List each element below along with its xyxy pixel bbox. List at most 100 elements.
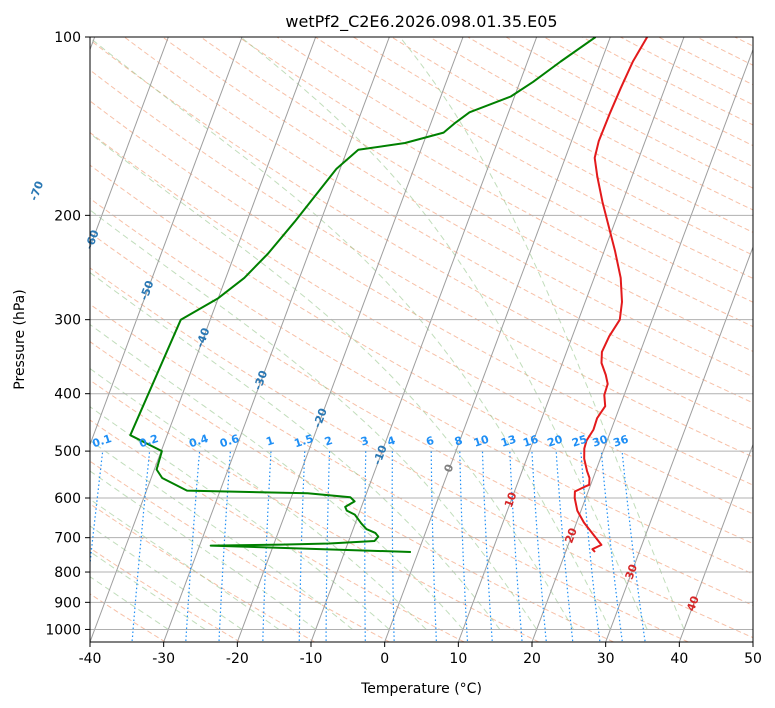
- mixing-ratio-line: [218, 451, 231, 642]
- y-tick-label: 200: [54, 208, 81, 224]
- mixing-ratio-label: 30: [591, 433, 610, 450]
- isotherm-line: [605, 245, 753, 642]
- adiabat-label: 20: [562, 526, 580, 545]
- moist-adiabat-line: [90, 576, 169, 630]
- mixing-ratio-label: 8: [453, 434, 464, 449]
- dry-adiabat-line: [90, 164, 753, 545]
- mixing-ratio-line: [262, 451, 272, 642]
- profile-series: [129, 37, 649, 553]
- moist-adiabat-line: [90, 439, 353, 630]
- mixing-ratio-line: [430, 451, 438, 642]
- mixing-ratio-line: [364, 451, 367, 642]
- adiabat-label: 30: [623, 562, 641, 581]
- y-tick-label: 800: [54, 565, 81, 581]
- isotherm-line: [90, 37, 169, 249]
- isotherm-line: [310, 37, 538, 642]
- x-tick-label: -30: [152, 651, 175, 667]
- isotherm-line: [90, 37, 317, 642]
- dry-adiabat-line: [90, 100, 753, 486]
- mixing-ratio-label: 0.2: [138, 432, 161, 450]
- x-tick-label: -10: [300, 651, 323, 667]
- moist-adiabat-line: [90, 323, 464, 630]
- y-tick-label: 700: [54, 531, 81, 547]
- y-tick-label: 300: [54, 313, 81, 329]
- mixing-ratio-line: [555, 451, 574, 642]
- mixing-ratio-line: [391, 451, 395, 642]
- dry-adiabat-line: [90, 379, 540, 642]
- dry-adiabat-line: [314, 37, 753, 279]
- mixing-ratio-label: 2: [323, 434, 334, 449]
- adiabat-label: 40: [684, 594, 702, 613]
- dry-adiabat-line: [90, 131, 753, 515]
- mixing-ratio-label: 10: [472, 433, 491, 450]
- moist-adiabat-line: [90, 470, 316, 630]
- mixing-ratio-line: [459, 451, 469, 642]
- dry-adiabat-line: [200, 37, 753, 352]
- plot-frame: [89, 36, 754, 643]
- moist-adiabat-line: [90, 406, 390, 630]
- moist-adiabat-line: [90, 367, 427, 630]
- mixing-ratio-line: [131, 451, 151, 642]
- moist-adiabat-line: [90, 209, 538, 630]
- mixing-ratio-line: [185, 451, 201, 642]
- mixing-ratio-line: [600, 451, 624, 642]
- mixing-ratio-line: [325, 451, 331, 642]
- isotherm-line: [90, 37, 243, 446]
- dewpoint-profile-line: [129, 37, 597, 553]
- adiabat-label: 10: [502, 490, 520, 509]
- x-tick-label: 50: [744, 651, 762, 667]
- mixing-ratio-label: 0.1: [91, 432, 114, 450]
- moist-adiabat-line: [90, 132, 574, 630]
- dry-adiabat-line: [429, 37, 753, 211]
- x-tick-label: 20: [523, 651, 541, 667]
- x-tick-label: -40: [79, 651, 102, 667]
- x-tick-label: -20: [226, 651, 249, 667]
- mixing-ratio-label: 6: [424, 434, 436, 449]
- x-tick-label: 0: [380, 651, 389, 667]
- mixing-ratio-label: 3: [359, 434, 370, 449]
- isotherm-line: [457, 37, 685, 642]
- isotherm-line: [384, 37, 611, 642]
- dry-adiabat-line: [391, 37, 753, 233]
- dry-adiabat-line: [90, 69, 753, 458]
- mixing-ratio-label: 25: [570, 433, 589, 450]
- moist-adiabat-line: [90, 37, 611, 630]
- moist-adiabat-line: [90, 551, 206, 630]
- mixing-ratio-label: 20: [546, 433, 565, 450]
- moist-adiabat-line: [90, 498, 280, 630]
- y-tick-label: 400: [54, 387, 81, 403]
- mixing-ratio-label: 4: [386, 434, 398, 449]
- mixing-ratio-label: 0.6: [218, 432, 241, 450]
- y-tick-label: 500: [54, 444, 81, 460]
- moist-adiabat-line: [240, 37, 648, 630]
- axes: -40 -30 -20 -10 0 10 20 30 40 5010020030040050060…: [45, 30, 762, 667]
- mixing-ratio-line: [298, 451, 306, 642]
- dry-adiabat-line: [90, 503, 315, 642]
- dry-adiabat-line: [90, 303, 689, 642]
- mixing-ratio-label: 13: [499, 433, 518, 450]
- temperature-profile-line: [573, 37, 649, 553]
- moist-adiabat-line: [90, 525, 243, 630]
- y-tick-label: 600: [54, 491, 81, 507]
- y-tick-label: 100: [54, 30, 81, 46]
- mixing-ratio-line: [580, 451, 601, 642]
- y-tick-label: 900: [54, 595, 81, 611]
- mixing-ratio-label: 16: [521, 433, 540, 450]
- isotherm-line: [678, 443, 753, 642]
- dry-adiabat-line: [467, 37, 753, 189]
- moist-adiabat-line: [399, 37, 685, 630]
- dry-adiabat-line: [90, 232, 753, 606]
- y-axis-title: Pressure (hPa): [12, 289, 28, 389]
- isotherm-line: [163, 37, 390, 642]
- mixing-ratio-line: [481, 451, 493, 642]
- isotherm-line: [531, 48, 753, 642]
- x-tick-label: 10: [449, 651, 467, 667]
- x-tick-label: 40: [670, 651, 688, 667]
- mixing-ratio-line: [509, 451, 523, 642]
- x-axis-title: Temperature (°C): [360, 681, 482, 697]
- x-tick-label: 30: [597, 651, 615, 667]
- mixing-ratio-line: [531, 451, 547, 642]
- dry-adiabat-line: [90, 197, 753, 575]
